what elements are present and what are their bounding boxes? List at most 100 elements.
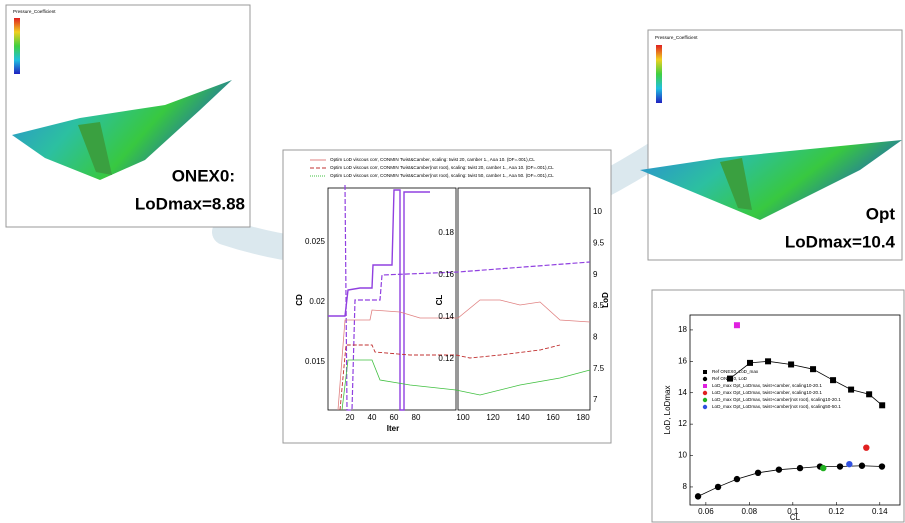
marker [830, 377, 837, 384]
lodmax: LoDmax=8.88 [135, 194, 245, 213]
marker [765, 358, 772, 365]
wing-fin [78, 122, 112, 175]
optimized-panel: Pressure_Coefficient Opt LoDmax=10.4 [640, 29, 903, 261]
marker [775, 466, 783, 473]
lod-label: LoD [601, 292, 610, 308]
x-label: Iter [387, 424, 399, 433]
cl-label: CL [435, 295, 444, 306]
marker [754, 469, 762, 477]
curve [344, 184, 591, 411]
legend-swatch [702, 404, 708, 410]
marker [863, 444, 870, 451]
x-tick-label: 100 [456, 413, 470, 422]
x-tick-label: 80 [412, 413, 421, 422]
y-tick-label: 10 [678, 451, 687, 460]
marker [836, 463, 844, 470]
marker [858, 462, 866, 469]
x-tick-label: 140 [516, 413, 530, 422]
legend-label: Ref ONEX0, LoD [712, 376, 748, 381]
legend-label: LoD_max Opt_LoDmax, twist+camber(not roo… [712, 404, 841, 409]
legend-swatch [703, 370, 707, 374]
x-tick-label: 120 [486, 413, 500, 422]
marker [879, 402, 886, 409]
legend-label: LoD_max Opt_LoDmax, twist+camber(not roo… [712, 397, 841, 402]
panel-frame [651, 289, 905, 523]
x-tick-label: 0.12 [829, 507, 845, 516]
marker [714, 483, 722, 491]
legend-swatch [703, 384, 707, 388]
cd-label: CD [295, 294, 304, 306]
cd-tick-label: 0.025 [305, 237, 326, 246]
legend-swatch [702, 397, 708, 403]
marker [733, 322, 740, 329]
legend-swatch [702, 390, 708, 396]
plot-frame [327, 187, 457, 411]
marker [820, 464, 827, 472]
marker [694, 493, 702, 500]
panel-frame [282, 149, 612, 444]
marker [810, 366, 817, 373]
history-chart: CD CL LoD Iter [282, 149, 612, 444]
legend-swatch [702, 376, 708, 382]
y-tick-label: 14 [678, 388, 687, 397]
config-name: Opt [866, 204, 896, 223]
legend-label: LoD_max Opt_LoDmax, twist+camber, scalin… [712, 383, 822, 388]
polar-chart: LoD, LoDmax CL [651, 289, 905, 523]
colorbar [656, 45, 662, 103]
marker [733, 475, 741, 483]
lod-tick-label: 7 [593, 395, 598, 404]
colorbar-title: Pressure_Coefficient [13, 9, 56, 14]
curve [341, 359, 591, 411]
lod-tick-label: 7.5 [593, 364, 605, 373]
marker [788, 361, 795, 368]
y-tick-label: 12 [678, 419, 687, 428]
colorbar [14, 18, 20, 74]
marker [796, 464, 804, 472]
lod-tick-label: 10 [593, 207, 602, 216]
x-tick-label: 0.06 [698, 507, 714, 516]
wing [640, 140, 902, 220]
x-tick-label: 0.08 [742, 507, 758, 516]
marker [846, 460, 853, 468]
legend-label: Optim LoD viscous corr, CONMIN Twist&Cam… [330, 173, 554, 178]
y-tick-label: 8 [683, 482, 688, 491]
x-tick-label: 160 [546, 413, 560, 422]
x-tick-label: 20 [346, 413, 355, 422]
lodmax: LoDmax=10.4 [785, 232, 896, 251]
x-tick-label: 0.1 [787, 507, 799, 516]
x-tick-label: 40 [368, 413, 377, 422]
marker [727, 375, 733, 382]
y-axis-label: LoD, LoDmax [663, 386, 672, 435]
lod-tick-label: 8.5 [593, 301, 605, 310]
x-tick-label: 60 [390, 413, 399, 422]
marker [848, 386, 855, 393]
cl-tick-label: 0.18 [438, 228, 454, 237]
legend-label: Optim LoD viscous corr, CONMIN Twist&Cam… [330, 157, 535, 162]
x-axis-label: CL [790, 513, 801, 522]
colorbar-title: Pressure_Coefficient [655, 35, 698, 40]
cl-tick-label: 0.14 [438, 312, 454, 321]
cd-tick-label: 0.02 [309, 297, 325, 306]
marker [747, 359, 753, 366]
legend-label: LoD_max Opt_LoDmax, twist+camber, scalin… [712, 390, 822, 395]
y-tick-label: 18 [678, 325, 687, 334]
wing [12, 80, 232, 180]
wing-fin [720, 158, 752, 210]
curve [339, 344, 561, 411]
plot-frame [689, 314, 901, 506]
cd-tick-label: 0.015 [305, 357, 326, 366]
lod-tick-label: 9.5 [593, 238, 605, 247]
lod-tick-label: 8 [593, 333, 598, 342]
cl-tick-label: 0.12 [438, 354, 454, 363]
curve [337, 299, 591, 411]
y-tick-label: 16 [678, 356, 687, 365]
lod-tick-label: 9 [593, 270, 598, 279]
legend-label: Optim LoD viscous corr, CONMIN Twist&Cam… [330, 165, 554, 170]
marker [878, 463, 886, 470]
plot-frame [457, 187, 591, 411]
x-tick-label: 180 [576, 413, 590, 422]
legend-label: Ref ONEX0, LoD_max [712, 369, 759, 374]
marker [866, 391, 873, 398]
baseline-panel: Pressure_Coefficient ONEX0: LoDmax=8.88 [5, 4, 251, 228]
